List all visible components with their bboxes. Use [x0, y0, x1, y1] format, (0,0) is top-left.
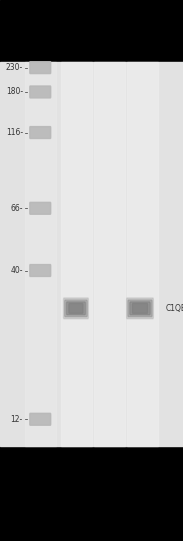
- FancyBboxPatch shape: [30, 62, 51, 74]
- FancyBboxPatch shape: [132, 304, 147, 313]
- Bar: [0, 446, 183, 541]
- Text: 230-: 230-: [6, 63, 23, 72]
- FancyBboxPatch shape: [69, 304, 83, 313]
- Text: 12-: 12-: [11, 415, 23, 424]
- Bar: [127, 62, 158, 446]
- FancyBboxPatch shape: [130, 302, 150, 315]
- Bar: [61, 62, 92, 446]
- Text: C1QBP: C1QBP: [166, 304, 183, 313]
- FancyBboxPatch shape: [30, 86, 51, 98]
- Bar: [0, 62, 183, 446]
- FancyBboxPatch shape: [30, 202, 51, 214]
- Text: 66-: 66-: [10, 204, 23, 213]
- FancyBboxPatch shape: [30, 265, 51, 276]
- FancyBboxPatch shape: [30, 413, 51, 425]
- Bar: [94, 62, 125, 446]
- Bar: [25, 62, 56, 446]
- FancyBboxPatch shape: [30, 127, 51, 138]
- Text: 116-: 116-: [6, 128, 23, 137]
- FancyBboxPatch shape: [64, 298, 88, 319]
- Text: 180-: 180-: [6, 88, 23, 96]
- Bar: [0, 0, 183, 62]
- FancyBboxPatch shape: [128, 300, 152, 317]
- FancyBboxPatch shape: [65, 300, 87, 317]
- FancyBboxPatch shape: [66, 302, 85, 315]
- Text: 40-: 40-: [10, 266, 23, 275]
- FancyBboxPatch shape: [127, 298, 153, 319]
